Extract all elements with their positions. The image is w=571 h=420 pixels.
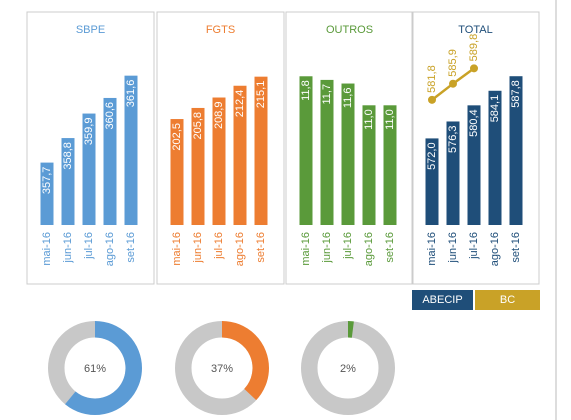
- x-tick-label: mai-16: [171, 232, 183, 266]
- x-tick-label: ago-16: [234, 232, 246, 266]
- bar: [233, 85, 247, 225]
- x-tick-label: mai-16: [41, 232, 53, 266]
- bar: [488, 90, 502, 225]
- bar: [191, 107, 205, 225]
- legend-swatch: [475, 290, 540, 310]
- donut-arc: [64, 320, 143, 416]
- bar-value-label: 205,8: [192, 112, 204, 140]
- bar: [383, 105, 397, 225]
- bar: [212, 97, 226, 225]
- panel-border: [285, 11, 414, 285]
- x-tick-label: mai-16: [300, 232, 312, 266]
- donut-outline: [174, 320, 270, 416]
- bar: [341, 83, 355, 225]
- panel-title: OUTROS: [326, 24, 373, 36]
- panel-border: [411, 11, 540, 285]
- bar: [320, 79, 334, 225]
- bar: [299, 76, 313, 226]
- bar-value-label: 360,6: [104, 102, 116, 130]
- x-tick-label: ago-16: [104, 232, 116, 266]
- line-value-label: 585,9: [447, 49, 459, 77]
- line-value-label: 589,8: [468, 34, 480, 62]
- donut-outline: [300, 320, 396, 416]
- x-tick-label: ago-16: [363, 232, 375, 266]
- bar: [61, 138, 75, 225]
- bar-value-label: 208,9: [213, 102, 225, 130]
- bar: [446, 121, 460, 225]
- panel-border: [156, 11, 285, 285]
- donut-label: 2%: [340, 363, 356, 375]
- x-tick-label: set-16: [510, 232, 522, 263]
- bar: [40, 162, 54, 225]
- bar: [254, 76, 268, 225]
- bar-value-label: 357,7: [41, 167, 53, 195]
- legend-swatch: [412, 290, 473, 310]
- line-value-label: 581,8: [426, 65, 438, 93]
- bar: [103, 97, 117, 225]
- bar: [362, 105, 376, 225]
- x-tick-label: jul-16: [213, 232, 225, 260]
- bar-value-label: 11,0: [384, 109, 396, 130]
- x-tick-label: jul-16: [83, 232, 95, 260]
- bar-value-label: 572,0: [426, 142, 438, 170]
- bar-value-label: 584,1: [489, 95, 501, 123]
- bar-value-label: 202,5: [171, 123, 183, 151]
- bar: [170, 119, 184, 225]
- legend-label: ABECIP: [422, 294, 462, 306]
- bar-value-label: 11,8: [300, 80, 312, 101]
- bar: [425, 138, 439, 225]
- bar: [509, 76, 523, 225]
- line-point: [428, 95, 436, 104]
- bar-value-label: 587,8: [510, 80, 522, 108]
- bar-value-label: 215,1: [255, 81, 267, 109]
- bar-value-label: 11,6: [342, 88, 354, 109]
- bar-value-label: 576,3: [447, 125, 459, 153]
- bar: [467, 105, 481, 225]
- bar-value-label: 358,8: [62, 142, 74, 170]
- bar-value-label: 580,4: [468, 109, 480, 137]
- bar-value-label: 11,0: [363, 109, 375, 130]
- bar: [82, 113, 96, 225]
- x-tick-label: jun-16: [321, 232, 333, 264]
- x-tick-label: jul-16: [468, 232, 480, 260]
- bar: [124, 75, 138, 225]
- bar-value-label: 361,6: [125, 80, 137, 108]
- panel-title: SBPE: [76, 24, 105, 36]
- bar-value-label: 212,4: [234, 90, 246, 118]
- panel-border: [26, 11, 155, 285]
- x-tick-label: ago-16: [489, 232, 501, 266]
- bar-value-label: 359,9: [83, 118, 95, 146]
- x-tick-label: mai-16: [426, 232, 438, 266]
- donut-outline: [47, 320, 143, 416]
- line-point: [470, 64, 478, 73]
- x-tick-label: jun-16: [192, 232, 204, 264]
- x-tick-label: set-16: [384, 232, 396, 263]
- panel-title: FGTS: [206, 24, 235, 36]
- legend-label: BC: [500, 294, 515, 306]
- bar-value-label: 11,7: [321, 84, 333, 105]
- x-tick-label: set-16: [125, 232, 137, 263]
- panel-title: TOTAL: [458, 24, 492, 36]
- donut-label: 37%: [211, 363, 233, 375]
- x-tick-label: jul-16: [342, 232, 354, 260]
- x-tick-label: jun-16: [447, 232, 459, 264]
- x-tick-label: jun-16: [62, 232, 74, 264]
- donut-label: 61%: [84, 363, 106, 375]
- donut-arc: [221, 320, 270, 401]
- x-tick-label: set-16: [255, 232, 267, 263]
- line-point: [449, 79, 457, 88]
